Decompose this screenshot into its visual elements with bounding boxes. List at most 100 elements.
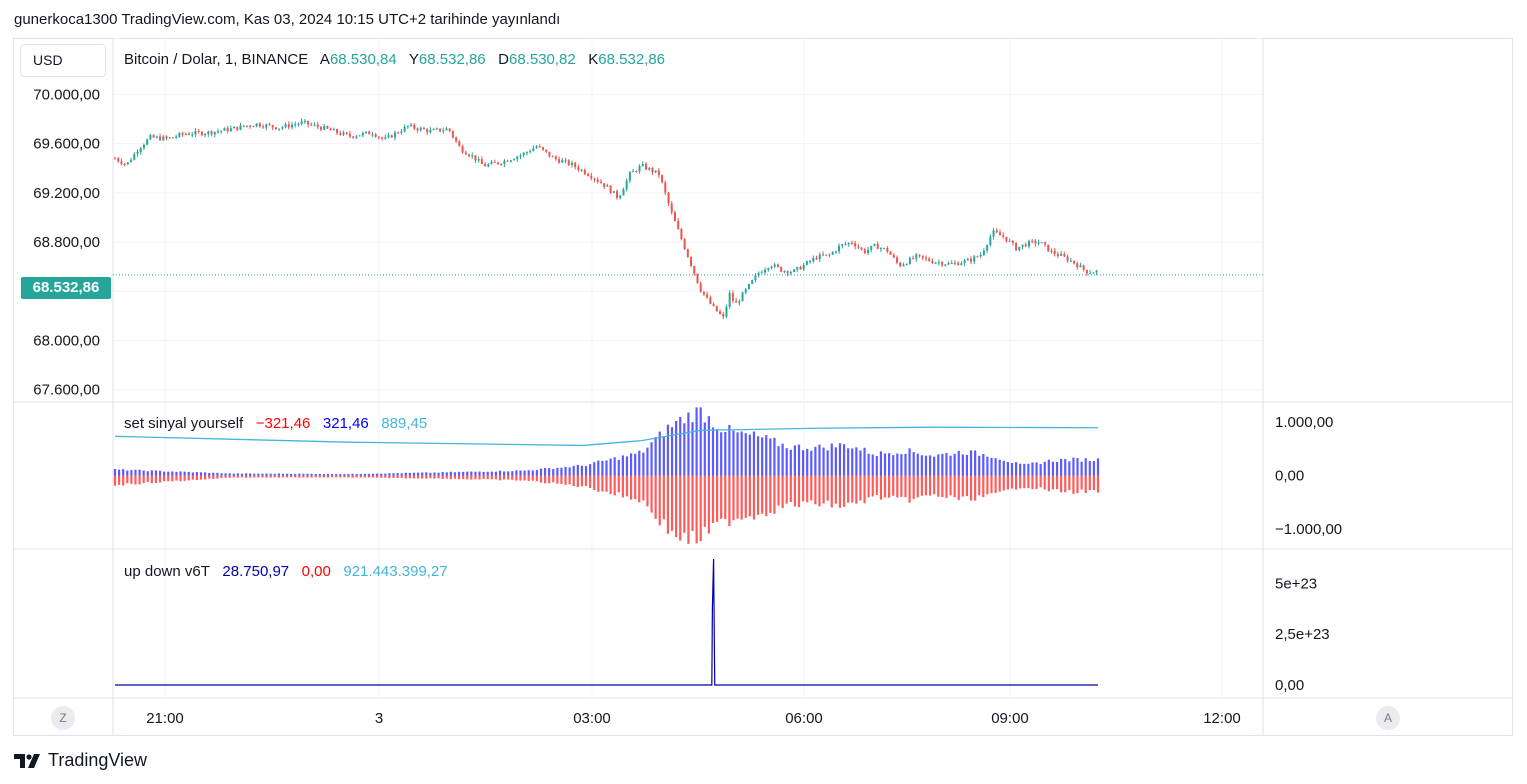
candle-body [184, 133, 187, 135]
candle-body [1044, 242, 1047, 245]
footer-brand[interactable]: TradingView [14, 750, 147, 771]
candle-body [657, 170, 660, 176]
close-label: K [588, 51, 599, 68]
candle-body [970, 258, 973, 262]
tradingview-logo-icon [14, 753, 40, 768]
candle-body [725, 306, 728, 317]
candle-body [390, 135, 393, 138]
indicator2-tick-label: 2,5e+23 [1275, 626, 1330, 643]
price-tick-label: 68.800,00 [33, 234, 100, 251]
candle-body [303, 120, 306, 122]
candle-body [458, 141, 461, 147]
candle-body [480, 159, 483, 164]
close-value: 68.532,86 [598, 51, 666, 68]
price-tick-label: 67.600,00 [33, 382, 100, 399]
candle-body [934, 262, 937, 264]
candle-body [744, 288, 747, 293]
candle-body [876, 244, 879, 249]
indicator1-series [113, 407, 1100, 544]
candle-body [451, 130, 454, 138]
candle-body [509, 160, 512, 162]
candle-body [336, 129, 339, 133]
candle-body [200, 131, 203, 136]
candle-body [220, 130, 223, 132]
candle-body [245, 125, 248, 127]
candle-body [661, 175, 664, 183]
candle-body [1018, 246, 1021, 251]
candle-body [641, 164, 644, 166]
candle-body [181, 133, 184, 135]
candle-body [542, 147, 545, 150]
candle-body [924, 257, 927, 259]
candle-body [1092, 272, 1095, 274]
candle-body [867, 249, 870, 254]
candle-body [1079, 265, 1082, 268]
price-axis-ticks: 70.000,0069.600,0069.200,0068.800,0068.4… [33, 86, 100, 398]
candle-body [516, 156, 519, 160]
candle-body [928, 258, 931, 262]
candle-body [1005, 236, 1008, 242]
indicator1-title[interactable]: set sinyal yourself [124, 415, 244, 432]
candle-body [484, 163, 487, 167]
zoom-reset-button[interactable]: Z [51, 706, 75, 730]
candle-body [747, 283, 750, 289]
candle-body [355, 136, 358, 138]
candle-body [712, 303, 715, 306]
indicator2-title[interactable]: up down v6T [124, 563, 210, 580]
candle-body [500, 163, 503, 165]
currency-button[interactable]: USD [20, 44, 106, 77]
candle-body [1056, 254, 1059, 256]
indicator1-tick-label: 1.000,00 [1275, 414, 1333, 431]
candle-body [416, 128, 419, 131]
candle-body [1089, 272, 1092, 274]
candle-body [812, 257, 815, 262]
candle-body [638, 165, 641, 172]
indicator2-value-3: 921.443.399,27 [343, 563, 448, 580]
candle-body [287, 124, 290, 128]
candle-body [455, 137, 458, 142]
candle-body [490, 161, 493, 165]
candle-body [644, 164, 647, 170]
price-tick-label: 70.000,00 [33, 86, 100, 103]
candle-body [570, 162, 573, 165]
indicator1-value-1: −321,46 [255, 415, 311, 432]
low-value: 68.530,82 [509, 51, 576, 68]
high-label: Y [408, 51, 419, 68]
candle-body [329, 128, 332, 131]
candle-body [802, 264, 805, 270]
candle-body [699, 283, 702, 292]
candle-body [313, 124, 316, 126]
candle-body [828, 254, 831, 256]
indicator2-line [115, 559, 1098, 686]
open-value: 68.530,84 [329, 51, 397, 68]
candle-body [525, 152, 528, 154]
candle-body [197, 130, 200, 132]
candle-body [278, 128, 281, 130]
candle-body [841, 244, 844, 246]
indicator2-value-1: 28.750,97 [222, 563, 290, 580]
candle-body [622, 189, 625, 196]
candle-body [413, 124, 416, 129]
candle-body [188, 133, 191, 135]
candle-body [358, 135, 361, 137]
grid-lines [113, 39, 1263, 698]
candle-body [1047, 244, 1050, 252]
candle-body [255, 123, 258, 127]
candle-body [155, 136, 158, 138]
candle-body [448, 128, 451, 131]
candle-body [1031, 240, 1034, 242]
candle-body [216, 131, 219, 133]
candle-body [947, 262, 950, 265]
high-value: 68.532,86 [418, 51, 486, 68]
candle-body [786, 271, 789, 274]
candle-body [1021, 244, 1024, 247]
auto-scale-button[interactable]: A [1376, 706, 1400, 730]
candle-body [271, 125, 274, 128]
candle-body [432, 129, 435, 131]
symbol-title[interactable]: Bitcoin / Dolar, 1, BINANCE [124, 51, 309, 68]
candle-body [406, 126, 409, 128]
time-tick-label: 06:00 [785, 710, 823, 727]
price-tick-label: 68.000,00 [33, 332, 100, 349]
candle-body [1015, 242, 1018, 251]
